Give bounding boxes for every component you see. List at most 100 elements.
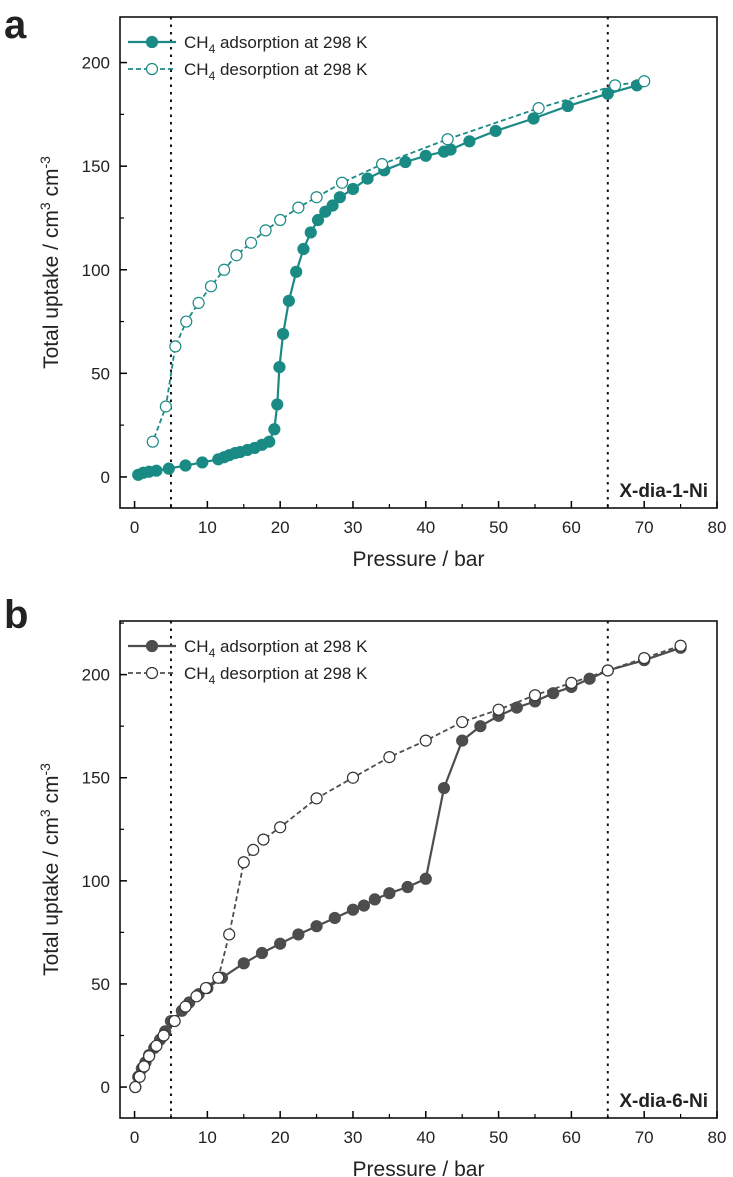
- data-point: [346, 182, 360, 196]
- data-point: [561, 99, 574, 113]
- data-point: [492, 703, 505, 716]
- data-point: [383, 887, 396, 900]
- series-line: [134, 646, 681, 1088]
- data-point: [237, 957, 250, 970]
- data-point: [159, 400, 172, 413]
- data-point: [601, 87, 614, 100]
- data-point: [157, 1029, 170, 1042]
- legend-marker: [145, 639, 159, 653]
- x-tick-label: 0: [130, 518, 139, 537]
- data-point: [335, 176, 349, 189]
- series-desorption: [146, 75, 651, 448]
- x-tick-label: 10: [198, 518, 217, 537]
- data-point: [274, 821, 287, 834]
- data-point: [169, 340, 182, 353]
- data-point: [292, 928, 305, 941]
- data-point: [437, 781, 451, 795]
- series-adsorption: [132, 79, 644, 481]
- data-point: [255, 946, 269, 960]
- data-point: [133, 1070, 146, 1083]
- x-tick-label: 30: [344, 518, 363, 537]
- data-point: [489, 124, 502, 138]
- data-point: [444, 143, 457, 156]
- data-point: [333, 191, 346, 204]
- legend-item-adsorption: CH4 adsorption at 298 K: [128, 637, 368, 660]
- series-line: [137, 84, 638, 476]
- x-tick-label: 70: [635, 1128, 654, 1147]
- data-point: [129, 1080, 142, 1094]
- data-point: [401, 880, 414, 894]
- x-tick-label: 40: [416, 1128, 435, 1147]
- data-point: [273, 361, 286, 374]
- y-axis-label: Total uptake / cm3 cm-3: [37, 156, 63, 369]
- legend-label: CH4 desorption at 298 K: [184, 60, 368, 83]
- data-point: [601, 664, 614, 677]
- data-point: [282, 294, 296, 307]
- series-line: [151, 80, 645, 443]
- data-point: [532, 102, 545, 115]
- data-point: [268, 423, 281, 436]
- data-point: [399, 155, 412, 169]
- data-point: [357, 899, 370, 912]
- y-tick-label: 100: [82, 872, 110, 891]
- data-point: [247, 843, 260, 857]
- legend-item-adsorption: CH4 adsorption at 298 K: [128, 33, 368, 56]
- y-tick-label: 200: [82, 54, 110, 73]
- y-tick-label: 0: [101, 1078, 110, 1097]
- data-point: [326, 199, 339, 212]
- axes-frame: [119, 620, 718, 1119]
- data-point: [162, 462, 175, 475]
- data-point: [146, 435, 159, 448]
- data-point: [528, 689, 542, 702]
- panel-label: b: [4, 593, 28, 637]
- data-point: [143, 1050, 156, 1063]
- data-point: [179, 459, 192, 472]
- data-point: [608, 79, 622, 92]
- data-point: [196, 456, 209, 469]
- x-tick-label: 60: [562, 518, 581, 537]
- data-point: [510, 701, 523, 714]
- legend-marker: [145, 62, 159, 76]
- data-point: [290, 265, 303, 278]
- data-point: [292, 201, 305, 214]
- x-tick-label: 30: [344, 1128, 363, 1147]
- data-point: [419, 734, 432, 747]
- x-tick-label: 10: [198, 1128, 217, 1147]
- data-point: [346, 771, 360, 784]
- y-axis-label: Total uptake / cm3 cm-3: [37, 763, 63, 976]
- legend-item-desorption: CH4 desorption at 298 K: [128, 664, 368, 687]
- series-line: [134, 644, 681, 1088]
- data-point: [375, 157, 389, 171]
- data-point: [310, 792, 323, 805]
- y-tick-label: 0: [101, 468, 110, 487]
- data-point: [223, 928, 236, 941]
- data-point: [346, 903, 360, 916]
- data-point: [192, 296, 205, 309]
- data-point: [212, 971, 225, 984]
- data-point: [297, 242, 310, 256]
- data-point: [274, 213, 287, 227]
- data-point: [276, 327, 290, 341]
- data-point: [257, 833, 270, 846]
- data-point: [328, 911, 341, 925]
- data-point: [263, 435, 276, 448]
- x-tick-label: 20: [271, 1128, 290, 1147]
- data-point: [383, 751, 396, 764]
- x-tick-label: 80: [708, 1128, 727, 1147]
- data-point: [204, 280, 218, 293]
- data-point: [179, 1000, 192, 1013]
- data-point: [474, 720, 487, 733]
- data-point: [271, 398, 284, 411]
- data-point: [150, 464, 163, 477]
- data-point: [565, 676, 578, 689]
- data-point: [368, 893, 381, 906]
- data-point: [180, 315, 193, 328]
- data-point: [456, 715, 469, 729]
- data-point: [527, 112, 540, 125]
- data-point: [638, 652, 651, 665]
- data-point: [463, 135, 476, 148]
- legend-item-desorption: CH4 desorption at 298 K: [128, 60, 368, 83]
- sample-annotation: X-dia-1-Ni: [619, 481, 708, 502]
- x-tick-label: 20: [271, 518, 290, 537]
- panel-b: b 0 10 20 30 40 50 60 70 80 0 50 100 150 200 Pressure /…: [4, 593, 726, 1177]
